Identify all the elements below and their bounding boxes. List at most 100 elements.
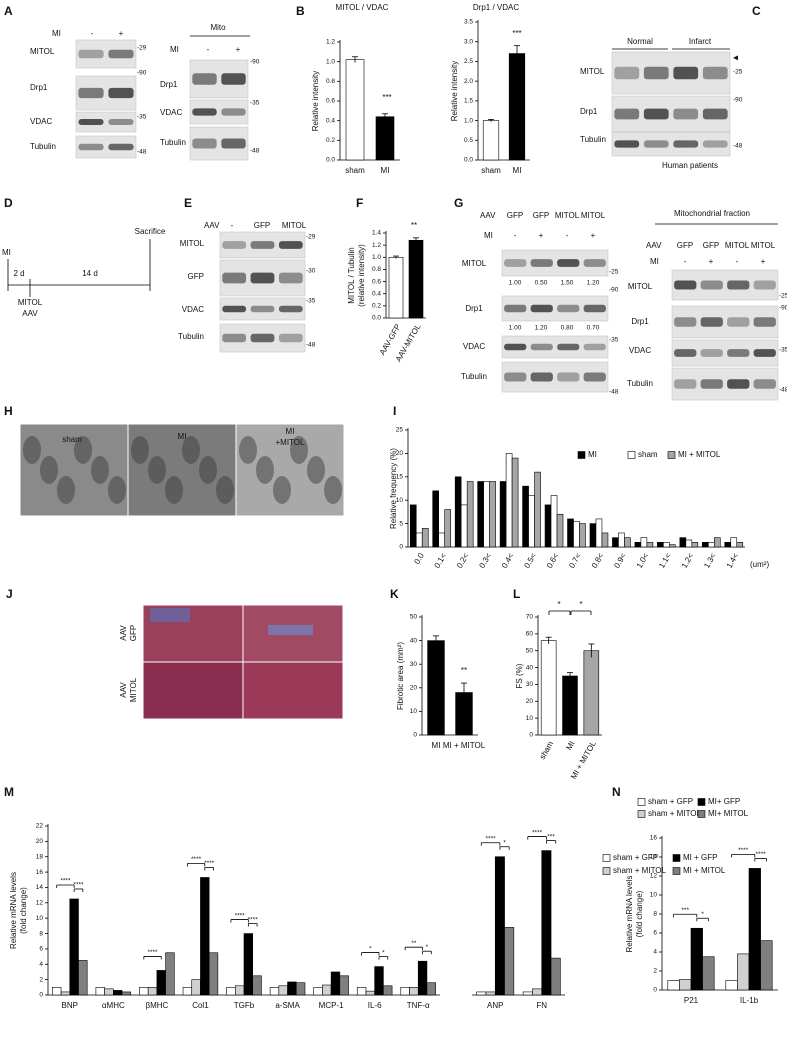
x-tick-label: 0.1< [433,551,449,569]
blot-band [250,333,275,343]
y-tick-label: 2 [653,968,657,975]
x-tick-label: MI + MITOL [443,741,486,750]
blot-band [557,304,580,313]
micrograph-texture [74,436,92,464]
y-tick-label: 14 [36,884,44,891]
x-tick-label: MI [564,740,576,752]
fibrosis [268,625,313,635]
blot-band [557,343,580,351]
significance: **** [486,835,497,842]
label: Drp1 [30,83,48,92]
label: MITOL [725,241,750,250]
bar [182,987,193,996]
label: Drp1 [465,304,483,313]
y-axis-label: (relative intensity) [357,244,366,307]
blot-band [700,349,723,357]
x-tick-label: P21 [684,996,699,1005]
legend-label: sham + MITOL [648,809,702,818]
label: AAV [119,682,128,698]
bar [657,542,664,548]
blot-band [643,66,669,80]
y-tick-label: 50 [526,647,534,654]
label: 2 d [13,269,24,278]
panel-letter: B [296,4,305,18]
bar [760,940,773,991]
blot-band [674,379,697,389]
x-tick-label: 1.2< [680,551,696,569]
blot-band [78,87,104,99]
y-axis-label: Relative intensity [450,61,459,121]
micrograph-texture [131,436,149,464]
label: -90 [250,59,260,66]
blot-band [700,280,723,290]
x-tick-label: 0.3< [477,551,493,569]
bar [104,988,114,996]
significance: ** [411,940,417,947]
significance: *** [512,29,521,38]
blot-band [530,372,553,382]
y-axis-label: Relative mRNA levels [9,872,18,949]
y-tick-label: 40 [526,664,534,671]
y-tick-label: 20 [396,450,404,457]
y-tick-label: 0 [653,987,657,994]
bar [139,987,149,996]
bar [295,982,306,996]
blot-band [192,138,217,149]
y-tick-label: 16 [650,835,658,842]
bar [713,537,721,548]
x-tick-label: αMHC [102,1001,125,1010]
bar [562,675,578,736]
y-tick-label: 1.0 [464,117,473,124]
bar [691,542,699,548]
label: MITOL [628,282,653,291]
chart-title: MITOL / VDAC [336,3,389,12]
legend-label: MI+ GFP [708,797,740,806]
y-axis-label: Relative mRNA levels [625,876,634,953]
significance: * [369,945,372,952]
x-tick-label: MI [513,166,522,175]
bar [646,542,654,548]
label: Infarct [689,37,712,46]
bar [374,966,384,996]
legend-label: MI [588,450,597,459]
bar [583,650,600,736]
blot-band [222,333,247,343]
label: MITOL [30,47,55,56]
bar [356,987,367,996]
blot-band [222,305,247,313]
significance: ** [461,666,467,675]
bar [573,520,580,548]
significance: ** [411,221,417,230]
bar [663,542,670,548]
bar [690,927,703,991]
y-tick-label: 1.5 [464,98,473,105]
x-tick-label: sham [481,166,501,175]
significance: **** [235,912,246,919]
blot-band [530,259,553,267]
bar [409,504,417,548]
label: -48 [609,389,619,396]
blot-band [673,140,699,148]
micrograph-texture [216,476,234,504]
label: MITOL [580,67,605,76]
bar [339,975,349,996]
legend-label: MI + GFP [683,853,717,862]
blot-band [702,140,728,148]
bar [95,987,105,996]
bar [556,513,564,548]
blot-band [250,272,275,284]
x-tick-label: sham [345,166,365,175]
panel-letter: C [752,4,761,18]
bar [313,987,323,996]
blot-band [702,66,728,80]
blot-band [278,272,303,284]
bar [494,856,505,996]
y-tick-label: 0.2 [372,303,381,310]
y-tick-label: 0 [529,732,533,739]
blot-band [278,241,303,249]
x-tick-label: 0.4< [500,551,516,569]
blot-band [504,372,527,382]
label: -29 [137,45,147,52]
blot-band [108,119,134,125]
label: VDAC [463,342,485,351]
